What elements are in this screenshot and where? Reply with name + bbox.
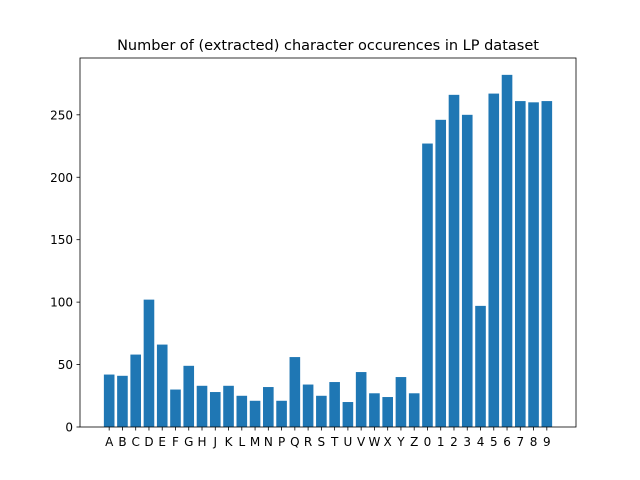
bar-K bbox=[223, 385, 234, 427]
bar-8 bbox=[528, 102, 539, 427]
bar-4 bbox=[475, 305, 486, 427]
y-tick-label: 0 bbox=[65, 421, 73, 435]
x-tick-label: E bbox=[158, 435, 166, 449]
x-tick-label: 6 bbox=[503, 435, 511, 449]
x-tick-label: K bbox=[225, 435, 234, 449]
x-tick-label: 8 bbox=[530, 435, 538, 449]
x-tick-label: T bbox=[330, 435, 339, 449]
x-tick-label: 3 bbox=[463, 435, 471, 449]
bar-S bbox=[316, 395, 327, 427]
bar-D bbox=[143, 299, 155, 427]
x-tick-label: C bbox=[132, 435, 140, 449]
bar-3 bbox=[461, 114, 473, 427]
bar-L bbox=[236, 395, 248, 427]
bar-R bbox=[302, 384, 314, 427]
x-tick-label: X bbox=[384, 435, 392, 449]
x-tick-label: Q bbox=[290, 435, 299, 449]
plot-frame bbox=[79, 57, 577, 428]
bar-T bbox=[329, 382, 340, 427]
x-tick-label: 2 bbox=[450, 435, 458, 449]
x-tick-label: 7 bbox=[516, 435, 524, 449]
bar-C bbox=[130, 354, 142, 427]
bar-P bbox=[276, 400, 287, 427]
x-tick-label: Y bbox=[396, 435, 405, 449]
bar-N bbox=[263, 387, 274, 427]
x-tick-label: W bbox=[368, 435, 380, 449]
x-tick-label: S bbox=[318, 435, 326, 449]
chart-title: Number of (extracted) character occurenc… bbox=[117, 38, 539, 54]
x-tick-label: N bbox=[264, 435, 273, 449]
x-tick-label: 4 bbox=[477, 435, 485, 449]
bar-5 bbox=[488, 93, 500, 427]
bar-U bbox=[342, 402, 354, 427]
bar-B bbox=[117, 375, 128, 427]
x-tick-label: 0 bbox=[424, 435, 432, 449]
bar-M bbox=[249, 400, 261, 427]
y-tick-label: 250 bbox=[50, 108, 73, 122]
bar-2 bbox=[448, 94, 460, 428]
x-tick-label: 5 bbox=[490, 435, 498, 449]
x-tick-label: P bbox=[278, 435, 285, 449]
bar-V bbox=[355, 372, 367, 427]
x-tick-label: M bbox=[250, 435, 260, 449]
x-tick-label: U bbox=[343, 435, 352, 449]
x-tick-label: D bbox=[144, 435, 153, 449]
x-tick-label: R bbox=[304, 435, 312, 449]
bar-9 bbox=[541, 101, 553, 428]
x-tick-label: J bbox=[212, 435, 217, 449]
x-tick-label: 1 bbox=[437, 435, 445, 449]
bar-W bbox=[369, 393, 380, 427]
y-tick-label: 200 bbox=[50, 171, 73, 185]
x-tick-label: F bbox=[172, 435, 179, 449]
bar-1 bbox=[435, 119, 447, 427]
bar-6 bbox=[501, 74, 513, 428]
y-axis-ticks: 0 50 100 150 200 250 bbox=[50, 108, 80, 435]
bar-Q bbox=[289, 357, 301, 427]
bars-group bbox=[103, 74, 553, 428]
bar-0 bbox=[422, 143, 433, 427]
x-tick-label: L bbox=[238, 435, 245, 449]
x-tick-label: H bbox=[197, 435, 206, 449]
bar-Y bbox=[395, 377, 407, 427]
bar-J bbox=[209, 392, 221, 427]
x-tick-label: G bbox=[184, 435, 193, 449]
bar-G bbox=[183, 365, 195, 427]
y-tick-label: 150 bbox=[50, 233, 73, 247]
x-tick-label: 9 bbox=[543, 435, 551, 449]
bar-7 bbox=[514, 101, 526, 428]
y-tick-label: 50 bbox=[58, 358, 73, 372]
x-tick-label: B bbox=[118, 435, 126, 449]
x-tick-label: A bbox=[105, 435, 114, 449]
x-tick-label: Z bbox=[410, 435, 418, 449]
bar-A bbox=[103, 374, 115, 427]
bar-E bbox=[156, 344, 168, 427]
y-tick-label: 100 bbox=[50, 296, 73, 310]
bar-X bbox=[382, 397, 393, 427]
bar-H bbox=[196, 385, 208, 427]
x-tick-label: V bbox=[357, 435, 366, 449]
bar-Z bbox=[408, 393, 420, 427]
bar-F bbox=[170, 389, 181, 427]
